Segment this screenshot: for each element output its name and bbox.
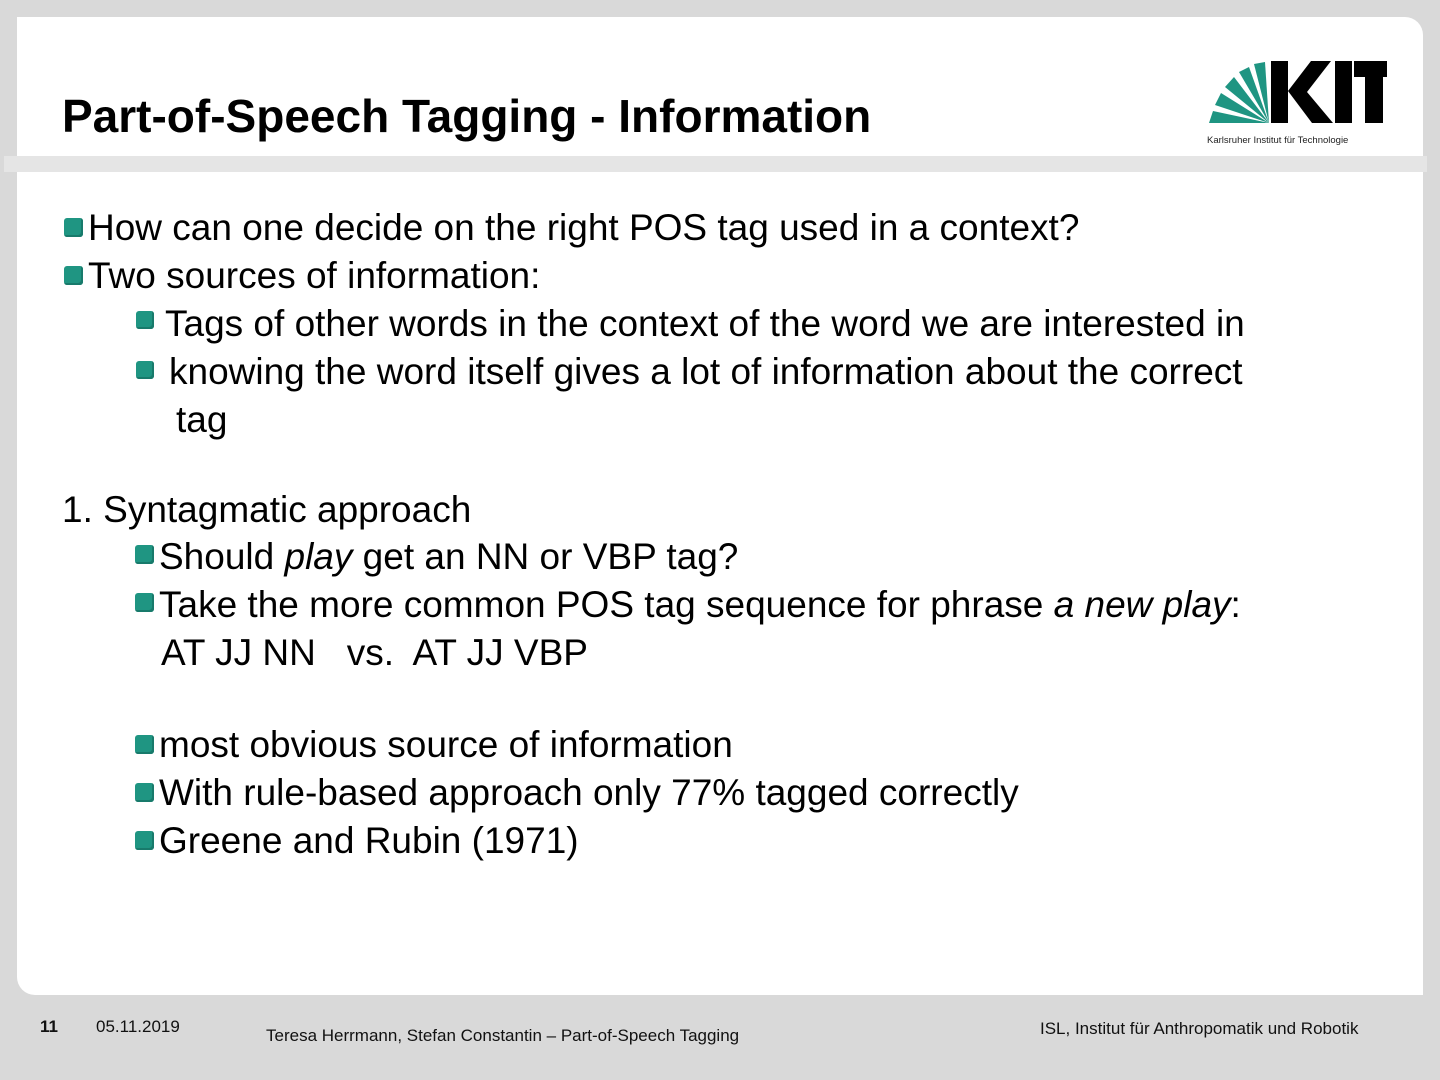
- italic-phrase: a new play: [1053, 584, 1231, 625]
- footer-date: 05.11.2019: [96, 1017, 180, 1036]
- slide-title: Part-of-Speech Tagging - Information: [62, 90, 872, 142]
- bullet-icon: [136, 311, 154, 329]
- bullet-text-continuation: tag: [176, 399, 228, 440]
- bullet-text: Take the more common POS tag sequence fo…: [159, 583, 1241, 627]
- bullet-icon: [135, 783, 154, 802]
- logo-subtitle: Karlsruher Institut für Technologie: [1207, 135, 1349, 146]
- section-heading: 1. Syntagmatic approach: [62, 489, 472, 530]
- bullet-icon: [135, 545, 154, 564]
- bullet-text: Two sources of information:: [88, 255, 541, 296]
- bullet-text: most obvious source of information: [159, 724, 733, 765]
- italic-term: play: [284, 536, 353, 577]
- kit-logo: [1207, 51, 1387, 135]
- page-number: 11: [40, 1017, 58, 1036]
- bullet-icon: [135, 735, 154, 754]
- bullet-text: knowing the word itself gives a lot of i…: [169, 351, 1243, 392]
- footer-institute: ISL, Institut für Anthropomatik und Robo…: [1040, 1019, 1359, 1038]
- bullet-text: How can one decide on the right POS tag …: [88, 207, 1080, 248]
- bullet-text: Tags of other words in the context of th…: [165, 303, 1245, 344]
- text-segment: Should: [159, 536, 285, 577]
- bullet-icon: [135, 593, 154, 612]
- title-divider: [4, 156, 1427, 172]
- slide-canvas: Part-of-Speech Tagging - Information Kar…: [4, 17, 1427, 995]
- bullet-text: Should play get an NN or VBP tag?: [159, 535, 738, 579]
- footer-authors: Teresa Herrmann, Stefan Constantin – Par…: [266, 1026, 740, 1045]
- text-segment: :: [1230, 584, 1241, 625]
- text-segment: get an NN or VBP tag?: [352, 536, 739, 577]
- text-segment: Take the more common POS tag sequence fo…: [159, 584, 1054, 625]
- bullet-icon: [64, 266, 83, 285]
- bullet-icon: [64, 218, 83, 237]
- bullet-icon: [136, 361, 154, 379]
- tag-sequence-comparison: AT JJ NN vs. AT JJ VBP: [161, 632, 588, 673]
- bullet-text: With rule-based approach only 77% tagged…: [159, 772, 1019, 813]
- bullet-text: Greene and Rubin (1971): [159, 820, 579, 861]
- bullet-icon: [135, 831, 154, 850]
